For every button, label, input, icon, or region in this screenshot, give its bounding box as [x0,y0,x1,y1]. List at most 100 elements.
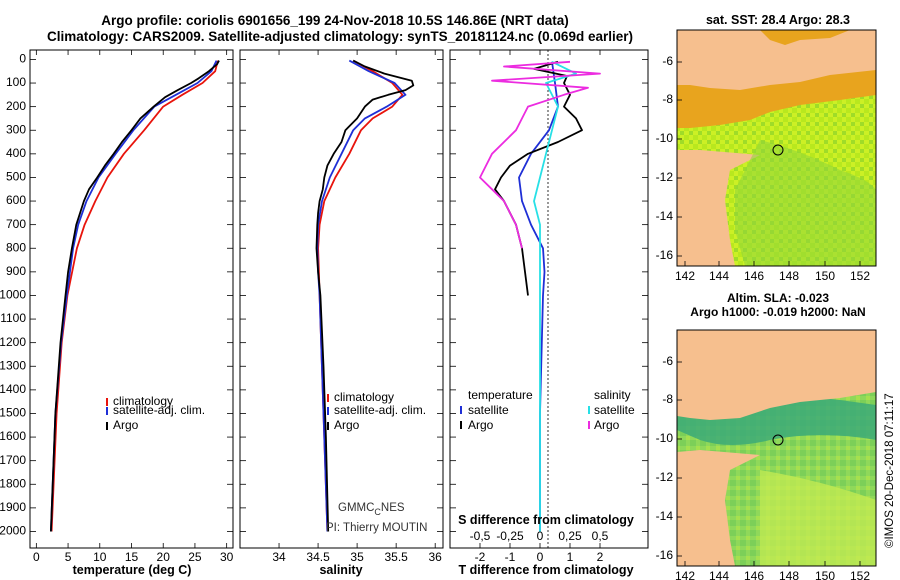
temperature-x-ticks: 0 5 10 15 20 25 30 [33,50,234,564]
temperature-lines [50,60,220,532]
sla-map-frame [676,329,877,567]
lon-tick-label: 148 [779,269,799,283]
depth-tick-label: 1000 [0,288,26,302]
sst-map-frame [676,29,877,267]
land-mass [677,30,876,90]
lat-tick-label: -8 [662,392,673,406]
x-tick-label: 5 [65,550,72,564]
depth-tick-label: 1100 [0,311,26,325]
legend-satellite: satellite-adj. clim. [334,403,426,417]
salinity-panel [239,49,444,549]
x-tick-label: 20 [157,550,171,564]
series-line-climatology [50,60,219,532]
x-tick-label: -1 [505,550,516,564]
lon-tick-label: 152 [850,269,870,283]
sst-map-title: sat. SST: 28.4 Argo: 28.3 [706,13,850,27]
imos-credit: ©IMOS 20-Dec-2018 07:11:17 [884,393,896,548]
depth-tick-label: 1400 [0,382,26,396]
title-line-1: Argo profile: coriolis 6901656_199 24-No… [101,13,568,28]
sla-map-ticks: 142 144 146 148 150 152 -6 -8 -10 -12 -14 -16 [656,354,871,580]
series-line-argo [50,60,220,532]
series-line-t-argo [494,60,583,296]
series-line-climatology [317,59,404,532]
lat-tick-label: -6 [662,54,673,68]
series-line-s-argo [479,60,601,249]
x2-tick-label: -0,25 [496,529,524,543]
series-line-argo [315,59,415,532]
legend-temperature-title: temperature [468,388,533,402]
legend-climatology: climatology [113,394,173,408]
depth-tick-label: 1300 [0,358,26,372]
x-tick-label: -2 [475,550,486,564]
depth-tick-label: 700 [6,217,26,231]
lat-tick-label: -12 [656,470,674,484]
depth-tick-label: 1600 [0,429,26,443]
lat-tick-label: -8 [662,92,673,106]
x-tick-label: 0 [33,550,40,564]
lon-tick-label: 142 [675,269,695,283]
temperature-panel [29,49,234,549]
series-line-s-satellite [533,60,577,532]
x2-tick-label: 0 [537,529,544,543]
depth-tick-label: 400 [6,146,26,160]
lat-tick-label: -12 [656,170,674,184]
depth-tick-label: 0 [19,52,26,66]
x-tick-label: 10 [93,550,107,564]
legend-s-argo: Argo [594,418,620,432]
legend-climatology: climatology [334,390,394,404]
sst-map-ticks: 142 144 146 148 150 152 -6 -8 -10 -12 -14 -16 [656,54,871,283]
depth-tick-label: 1700 [0,453,26,467]
x-tick-label: 36 [429,550,443,564]
difference-legend: temperature satellite Argo salinity sate… [460,388,635,432]
depth-axis: 0 100 200 300 400 500 600 700 800 900 1000 1100 1200… [0,52,648,538]
lat-tick-label: -14 [656,209,674,223]
difference-lines [479,60,601,532]
sla-map-title-2: Argo h1000: -0.019 h2000: NaN [690,305,865,319]
legend-salinity-title: salinity [594,388,631,402]
x-tick-label: 25 [188,550,202,564]
x-tick-label: 35.5 [384,550,408,564]
difference-x2label: S difference from climatology [458,513,634,527]
depth-tick-label: 1500 [0,406,26,420]
argo-position-marker [772,144,784,156]
lat-tick-label: -14 [656,509,674,523]
x-tick-label: 1 [567,550,574,564]
x2-tick-label: 0,5 [592,529,609,543]
sla-map [677,330,876,566]
legend-argo: Argo [113,418,139,432]
legend-s-satellite: satellite [594,403,635,417]
credit-gmmc: GMMCCNES [338,502,405,517]
land-mass [677,150,760,266]
x-tick-label: 34.5 [306,550,330,564]
lon-tick-label: 150 [815,569,835,580]
lat-tick-label: -10 [656,431,674,445]
depth-tick-label: 300 [6,122,26,136]
depth-tick-label: 900 [6,264,26,278]
land-mass [677,450,760,566]
temperature-legend: climatology satellite-adj. clim. Argo [106,394,205,432]
x-tick-label: 2 [597,550,604,564]
x2-tick-label: -0,5 [470,529,491,543]
temperature-xlabel: temperature (deg C) [73,563,192,577]
lat-tick-label: -10 [656,131,674,145]
legend-satellite: satellite-adj. clim. [113,403,205,417]
credit-pi: PI: Thierry MOUTIN [326,522,427,534]
lon-tick-label: 144 [709,269,729,283]
x-tick-label: 0 [537,550,544,564]
difference-x2-ticks: -0,5 -0,25 0 0,25 0,5 [470,50,609,543]
salinity-lines [315,59,415,532]
lon-tick-label: 146 [744,569,764,580]
salinity-legend: climatology satellite-adj. clim. Argo [327,390,426,432]
legend-t-satellite: satellite [468,403,509,417]
lon-tick-label: 148 [779,569,799,580]
legend-argo: Argo [334,418,360,432]
x-tick-label: 15 [125,550,139,564]
lon-tick-label: 152 [850,569,870,580]
depth-tick-label: 600 [6,193,26,207]
depth-tick-label: 1200 [0,335,26,349]
lat-tick-label: -6 [662,354,673,368]
lon-tick-label: 144 [709,569,729,580]
depth-tick-label: 1800 [0,476,26,490]
difference-xlabel: T difference from climatology [458,563,633,577]
depth-tick-label: 500 [6,170,26,184]
